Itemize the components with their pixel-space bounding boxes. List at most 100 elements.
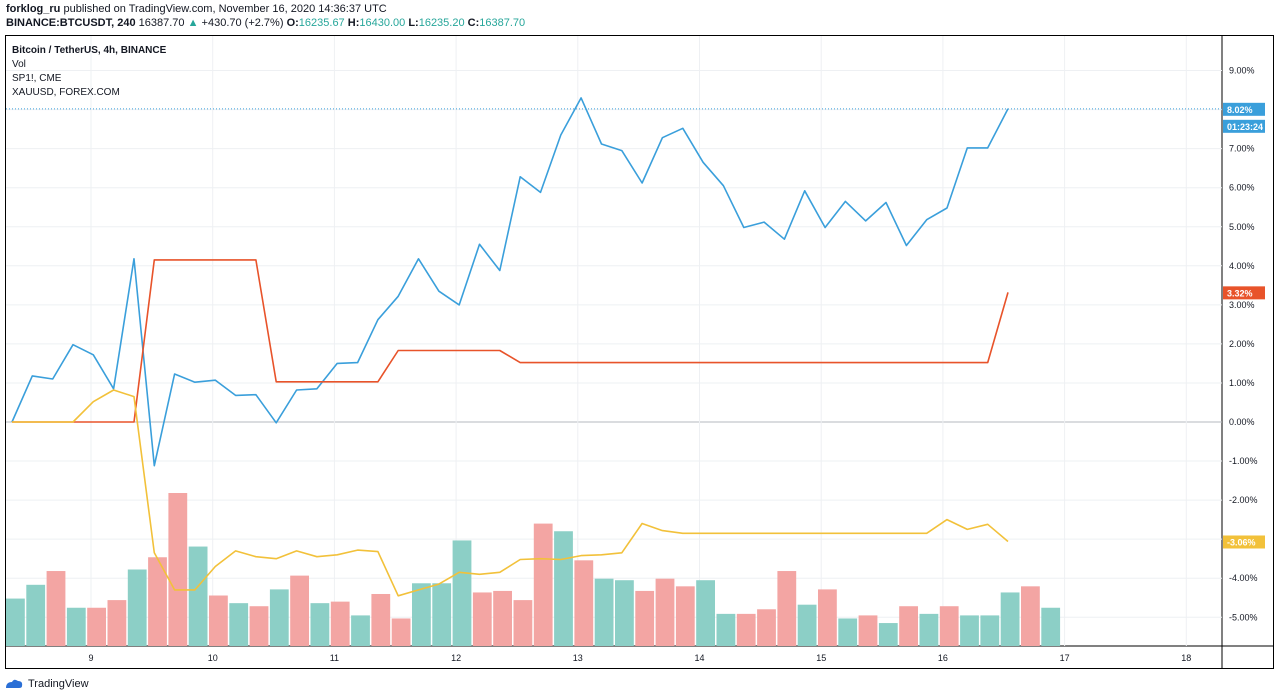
high-value: 16430.00 xyxy=(359,17,406,29)
last-price: 16387.70 xyxy=(138,17,185,29)
volume-bar xyxy=(696,580,715,646)
xau-badge: -3.06% xyxy=(1227,537,1256,547)
volume-bar xyxy=(290,575,309,646)
btc-timer-badge: 01:23:24 xyxy=(1227,122,1263,132)
volume-bar xyxy=(46,571,66,646)
sp-badge: 3.32% xyxy=(1227,288,1253,298)
volume-bar xyxy=(472,592,492,646)
x-tick-label: 18 xyxy=(1181,653,1191,663)
volume-bar xyxy=(716,613,736,646)
legend-sp[interactable]: SP1!, CME xyxy=(12,73,62,84)
volume-bar xyxy=(554,531,573,646)
y-tick-label: 9.00% xyxy=(1229,66,1255,76)
volume-bar xyxy=(269,589,289,646)
price-change: +430.70 (+2.7%) xyxy=(201,17,284,29)
volume-bar xyxy=(371,593,391,646)
chart-frame xyxy=(5,35,1274,669)
legend-volume[interactable]: Vol xyxy=(12,59,26,70)
volume-bar xyxy=(87,607,106,646)
volume-bar xyxy=(513,600,533,646)
volume-bar xyxy=(127,569,147,646)
y-tick-label: 3.00% xyxy=(1229,300,1255,310)
y-tick-label: 5.00% xyxy=(1229,222,1255,232)
xau-series-line xyxy=(12,389,1009,597)
volume-bar xyxy=(818,589,837,646)
legend-xau[interactable]: XAUUSD, FOREX.COM xyxy=(12,87,120,98)
volume-bar xyxy=(757,609,776,646)
volume-bar xyxy=(209,595,228,646)
open-value: 16235.67 xyxy=(298,17,345,29)
volume-bar xyxy=(412,583,431,646)
low-label: L: xyxy=(408,17,419,29)
y-tick-label: 1.00% xyxy=(1229,378,1255,388)
volume-bar xyxy=(229,603,249,646)
y-tick-label: 6.00% xyxy=(1229,183,1255,193)
volume-bar xyxy=(878,623,898,646)
volume-bar xyxy=(615,580,634,646)
volume-bar xyxy=(736,613,756,646)
open-label: O: xyxy=(286,17,299,29)
y-tick-label: -2.00% xyxy=(1229,495,1258,505)
close-label: C: xyxy=(467,17,480,29)
x-tick-label: 10 xyxy=(208,653,218,663)
sp-series-line xyxy=(12,259,1009,423)
tradingview-logo-icon xyxy=(6,679,23,688)
y-tick-label: 0.00% xyxy=(1229,417,1255,427)
y-tick-label: 2.00% xyxy=(1229,339,1255,349)
volume-bar xyxy=(351,615,370,646)
volume-bar xyxy=(533,523,553,646)
symbol: BINANCE:BTCUSDT, 240 xyxy=(6,17,136,29)
volume-bar xyxy=(1000,592,1020,646)
volume-bar xyxy=(1041,607,1061,646)
volume-bar xyxy=(939,606,959,646)
y-tick-label: -4.00% xyxy=(1229,573,1258,583)
volume-bar xyxy=(66,607,86,646)
volume-bar xyxy=(980,615,1000,646)
volume-bar xyxy=(493,590,512,646)
volume-bar xyxy=(26,584,46,646)
sp-badge-bg xyxy=(1223,286,1265,300)
btc-timer-badge-bg xyxy=(1223,119,1265,133)
footer-brand-text: TradingView xyxy=(28,678,89,690)
x-tick-label: 14 xyxy=(694,653,704,663)
volume-bar xyxy=(574,560,594,646)
volume-bar xyxy=(838,618,858,646)
volume-bar xyxy=(594,578,614,646)
ohlc-line: BINANCE:BTCUSDT, 240 16387.70 ▲ +430.70 … xyxy=(6,17,525,29)
y-tick-label: 4.00% xyxy=(1229,261,1255,271)
btc-series-line xyxy=(11,97,1009,467)
y-tick-label: -5.00% xyxy=(1229,612,1258,622)
publish-line: forklog_ru published on TradingView.com,… xyxy=(6,3,387,15)
volume-bar xyxy=(777,571,797,646)
volume-bar xyxy=(919,613,939,646)
x-tick-label: 17 xyxy=(1060,653,1070,663)
volume-bar xyxy=(148,557,167,646)
volume-bar xyxy=(1021,586,1040,646)
volume-bar xyxy=(188,546,208,646)
xau-badge-bg xyxy=(1223,535,1265,549)
y-tick-label: 7.00% xyxy=(1229,144,1255,154)
x-tick-label: 15 xyxy=(816,653,826,663)
low-value: 16235.20 xyxy=(418,17,465,29)
volume-bar xyxy=(249,606,269,646)
volume-bar xyxy=(797,604,817,646)
x-tick-label: 13 xyxy=(573,653,583,663)
volume-bar xyxy=(452,540,472,646)
volume-bar xyxy=(168,493,188,646)
x-tick-label: 12 xyxy=(451,653,461,663)
volume-bar xyxy=(960,615,979,646)
y-tick-label: -1.00% xyxy=(1229,456,1258,466)
btc-badge-bg xyxy=(1223,102,1265,116)
up-triangle-icon: ▲ xyxy=(187,17,199,29)
btc-badge: 8.02% xyxy=(1227,105,1253,115)
close-value: 16387.70 xyxy=(479,17,526,29)
x-tick-label: 9 xyxy=(88,653,93,663)
volume-bar xyxy=(6,598,25,646)
volume-bar xyxy=(655,578,675,646)
legend-main-symbol[interactable]: Bitcoin / TetherUS, 4h, BINANCE xyxy=(12,45,167,56)
volume-bar xyxy=(432,583,452,646)
volume-bar xyxy=(391,618,411,646)
volume-bar xyxy=(107,600,127,646)
published-text: published on TradingView.com, November 1… xyxy=(63,3,387,15)
